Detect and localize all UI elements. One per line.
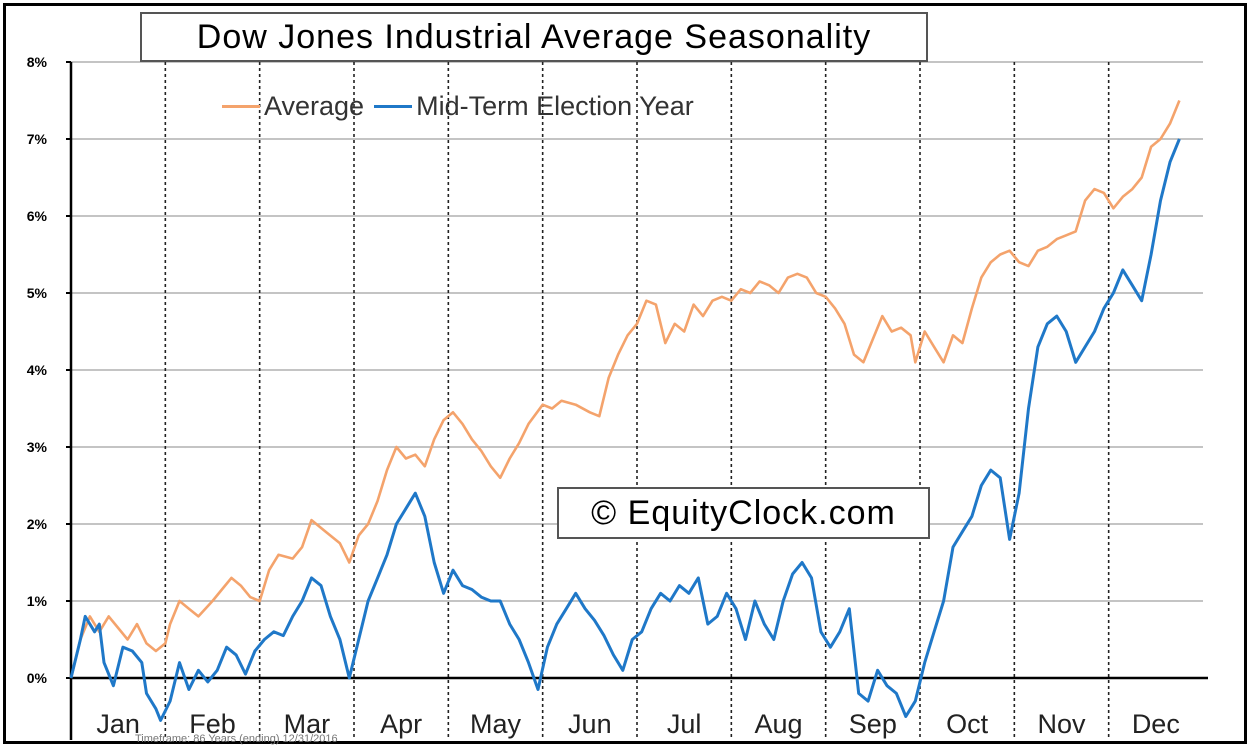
x-tick-label: Aug <box>754 709 802 739</box>
y-tick-label: 1% <box>27 593 48 609</box>
y-tick-label: 2% <box>27 516 48 532</box>
x-tick-label: May <box>470 709 522 739</box>
footnote: Timeframe: 86 Years (ending) 12/31/2016 <box>135 733 338 745</box>
legend-item-midterm: Mid-Term Election Year <box>374 91 694 122</box>
x-tick-label: Jan <box>96 709 140 739</box>
y-tick-label: 8% <box>27 54 48 70</box>
y-tick-label: 7% <box>27 131 48 147</box>
legend-item-average: Average <box>222 91 364 122</box>
legend-swatch-midterm <box>374 104 413 108</box>
chart-title: Dow Jones Industrial Average Seasonality <box>140 12 928 62</box>
watermark: © EquityClock.com <box>557 487 930 539</box>
x-tick-label: Nov <box>1037 709 1086 739</box>
grid-layer <box>71 61 1203 740</box>
legend-swatch-average <box>222 104 260 108</box>
y-tick-label: 5% <box>27 285 48 301</box>
x-tick-label: Mar <box>284 709 331 739</box>
legend-label-midterm: Mid-Term Election Year <box>416 90 694 121</box>
x-tick-label: Jul <box>667 709 702 739</box>
x-tick-label: Sep <box>849 709 897 739</box>
legend: Average Mid-Term Election Year <box>222 88 704 124</box>
y-tick-label: 3% <box>27 439 48 455</box>
legend-label-average: Average <box>264 90 365 121</box>
series-line-midterm <box>69 138 1181 722</box>
x-tick-label: Apr <box>380 709 422 739</box>
x-tick-label: Jun <box>568 709 612 739</box>
x-tick-label: Dec <box>1132 709 1180 739</box>
x-tick-label: Feb <box>189 709 236 739</box>
axis-layer: 8% 7% 6% 5% 4% 3% 2% 1% 0% Jan Feb Mar Apr May Jun Jul A… <box>27 54 1208 740</box>
series-layer <box>69 100 1181 722</box>
y-tick-label: 6% <box>27 208 48 224</box>
series-line-average <box>69 100 1181 679</box>
y-tick-label: 4% <box>27 362 48 378</box>
y-tick-label: 0% <box>27 670 48 686</box>
chart-frame <box>3 3 1247 744</box>
x-tick-label: Oct <box>946 709 989 739</box>
